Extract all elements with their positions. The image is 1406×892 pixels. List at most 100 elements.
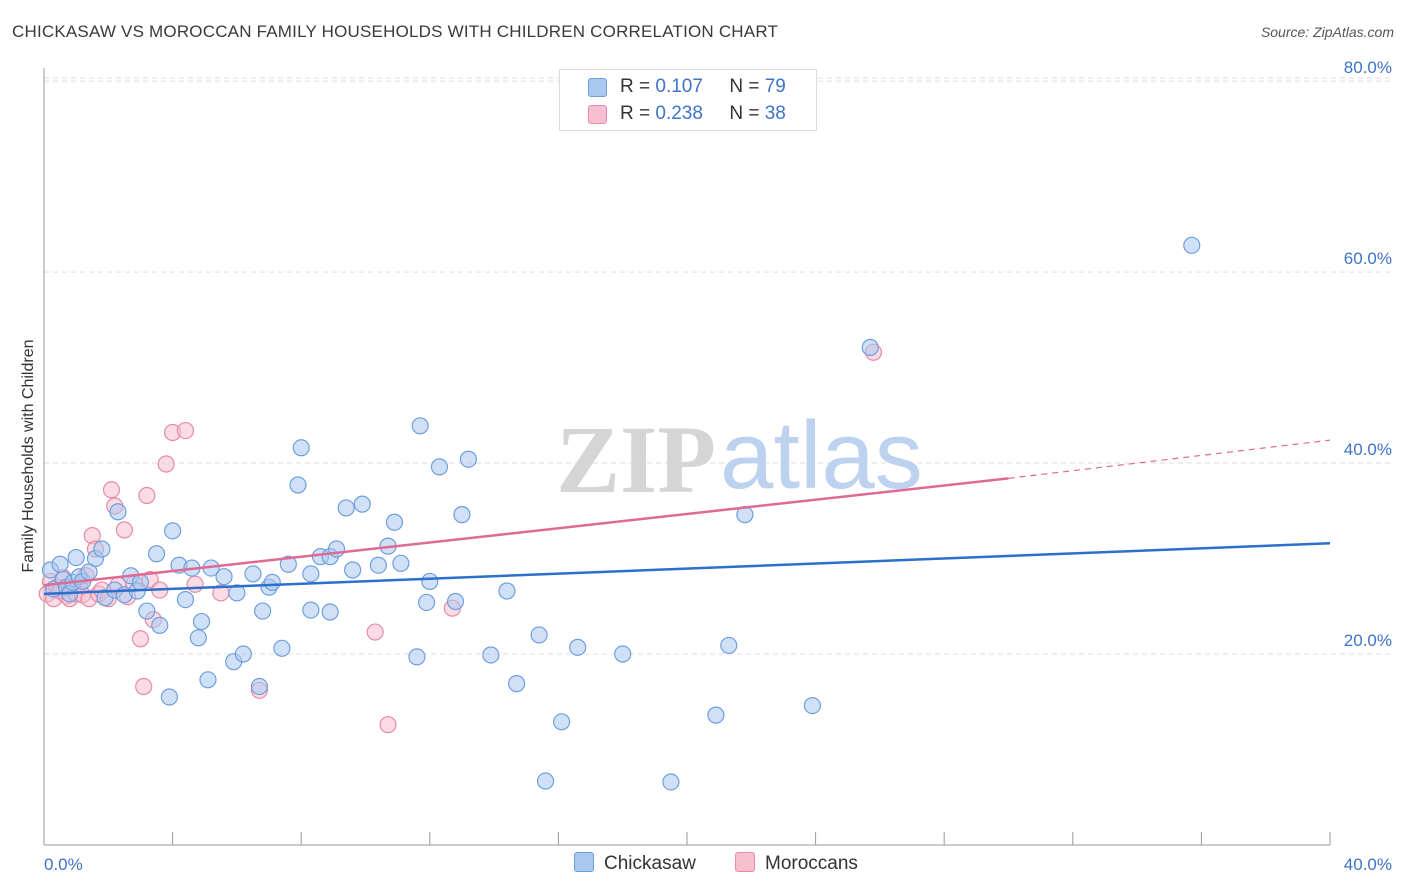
chickasaw-point <box>353 495 371 513</box>
chickasaw-point <box>344 561 362 579</box>
legend-n-value: 38 <box>764 103 786 124</box>
y-tick-label: 40.0% <box>1344 440 1392 459</box>
chickasaw-point <box>392 554 410 572</box>
legend-r-label: R = <box>620 103 651 124</box>
x-ticks <box>172 832 1331 845</box>
chickasaw-point <box>536 772 555 790</box>
legend-n-value: 79 <box>764 76 786 97</box>
chart-title: CHICKASAW VS MOROCCAN FAMILY HOUSEHOLDS … <box>12 22 779 41</box>
chickasaw-point <box>292 439 310 457</box>
chickasaw-point <box>411 417 429 435</box>
chickasaw-point <box>228 584 246 602</box>
legend-n-label: N = <box>729 76 760 97</box>
moroccans-point <box>131 630 150 648</box>
chickasaw-point <box>861 338 879 357</box>
chickasaw-point <box>51 555 69 573</box>
chickasaw-point <box>250 677 269 696</box>
moroccans-legend-swatch <box>735 852 755 872</box>
moroccans-point <box>115 521 133 539</box>
moroccans-point <box>186 575 204 593</box>
chickasaw-point <box>720 636 738 655</box>
legend-r-value: 0.238 <box>655 103 703 124</box>
chickasaw-point <box>151 616 169 634</box>
chickasaw-point <box>131 573 150 592</box>
stats-legend: R = 0.107 N = 79 R = 0.238 N = 38 <box>559 69 817 131</box>
chickasaw-point <box>273 639 291 657</box>
chickasaw-point <box>302 601 320 619</box>
chickasaw-point <box>93 540 111 558</box>
chickasaw-points <box>41 236 1201 791</box>
chickasaw-point <box>147 545 166 563</box>
chickasaw-point <box>453 506 471 524</box>
moroccans-point <box>366 623 384 641</box>
chickasaw-point <box>803 696 821 715</box>
chickasaw-point <box>482 646 500 664</box>
source-label: Source: ZipAtlas.com <box>1260 24 1394 40</box>
chickasaw-legend-swatch <box>574 852 594 872</box>
chickasaw-point <box>289 476 307 494</box>
legend-r-value: 0.107 <box>655 76 703 97</box>
y-tick-labels: 20.0% 40.0% 60.0% 80.0% <box>1344 58 1392 650</box>
chickasaw-trend-line <box>43 542 1331 596</box>
bottom-legend-chickasaw: Chickasaw <box>574 852 696 875</box>
moroccans-point <box>379 716 397 734</box>
y-tick-label: 80.0% <box>1344 58 1392 77</box>
chickasaw-point <box>176 590 195 609</box>
moroccans-point <box>135 677 153 696</box>
chickasaw-point <box>189 629 207 647</box>
chickasaw-point <box>498 582 516 600</box>
y-tick-label: 20.0% <box>1344 631 1392 650</box>
trend-lines <box>43 439 1331 596</box>
watermark-atlas: atlas <box>720 402 923 509</box>
chickasaw-point <box>707 706 725 724</box>
chickasaw-point <box>192 612 211 631</box>
chickasaw-point <box>67 548 85 567</box>
chickasaw-point <box>369 556 387 574</box>
chickasaw-point <box>254 602 272 620</box>
chickasaw-point <box>459 450 477 468</box>
chickasaw-point <box>109 503 127 521</box>
chickasaw-point <box>138 602 156 620</box>
chickasaw-point <box>164 522 182 540</box>
chickasaw-point <box>385 513 404 531</box>
x-tick-label-start: 0.0% <box>44 855 83 874</box>
chickasaw-point <box>614 645 632 663</box>
chickasaw-swatch <box>588 78 607 97</box>
chickasaw-point <box>215 568 233 586</box>
chickasaw-legend-label: Chickasaw <box>604 853 696 874</box>
chickasaw-point <box>1183 236 1201 254</box>
chickasaw-point <box>662 773 680 791</box>
legend-r-label: R = <box>620 76 651 97</box>
chickasaw-point <box>279 555 297 573</box>
chickasaw-point <box>160 688 178 706</box>
moroccans-trend-extension <box>1008 439 1331 479</box>
chickasaw-point <box>530 626 548 644</box>
y-axis-label: Family Households with Children <box>20 340 37 573</box>
chickasaw-point <box>508 675 526 693</box>
legend-n-label: N = <box>729 103 760 124</box>
chickasaw-point <box>234 645 252 663</box>
chickasaw-point <box>302 565 320 583</box>
watermark: ZIP atlas <box>556 402 923 513</box>
chickasaw-point <box>263 573 281 592</box>
chickasaw-point <box>244 565 262 583</box>
moroccans-trend-line <box>43 477 1009 587</box>
chickasaw-point <box>408 648 426 666</box>
y-tick-label: 60.0% <box>1344 249 1392 268</box>
chickasaw-point <box>553 713 571 731</box>
chickasaw-point <box>337 499 355 517</box>
bottom-legend-moroccans: Moroccans <box>735 852 858 875</box>
x-tick-label-end: 40.0% <box>1344 855 1392 874</box>
chickasaw-point <box>430 458 449 476</box>
moroccans-point <box>176 421 195 440</box>
moroccans-swatch <box>588 105 607 124</box>
moroccans-point <box>138 486 156 505</box>
moroccans-point <box>157 455 175 473</box>
moroccans-legend-label: Moroccans <box>765 853 858 874</box>
chickasaw-point <box>199 671 217 689</box>
chickasaw-point <box>421 572 439 591</box>
watermark-zip: ZIP <box>556 406 716 513</box>
chickasaw-point <box>446 592 465 611</box>
chickasaw-point <box>417 593 436 612</box>
